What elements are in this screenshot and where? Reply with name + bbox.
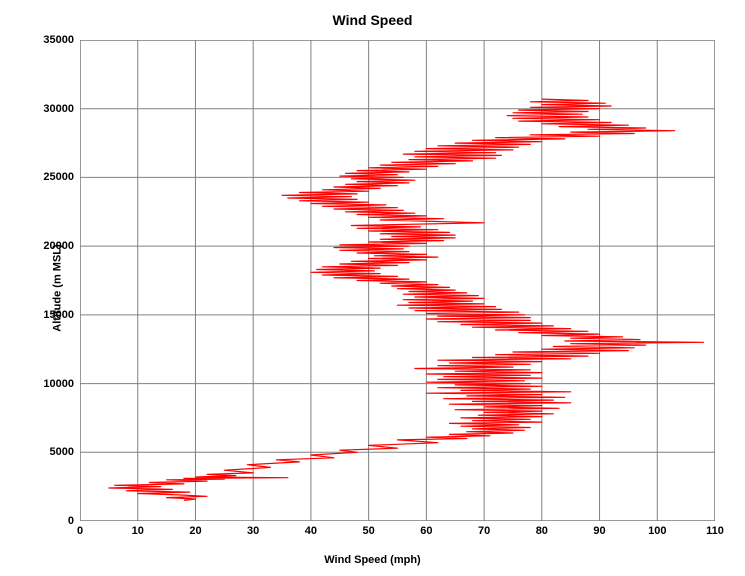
x-tick-label: 0 (77, 525, 83, 537)
x-tick-label: 10 (132, 525, 144, 537)
y-tick-label: 25000 (43, 171, 74, 183)
y-tick-label: 20000 (43, 240, 74, 252)
y-tick-label: 0 (68, 515, 74, 527)
x-axis-label: Wind Speed (mph) (0, 554, 745, 566)
y-tick-label: 10000 (43, 378, 74, 390)
x-tick-label: 110 (706, 525, 724, 537)
x-tick-label: 70 (478, 525, 490, 537)
x-tick-label: 40 (305, 525, 317, 537)
x-tick-label: 30 (247, 525, 259, 537)
x-tick-label: 90 (593, 525, 605, 537)
x-tick-label: 80 (536, 525, 548, 537)
y-tick-label: 35000 (43, 34, 74, 46)
x-tick-label: 20 (189, 525, 201, 537)
y-tick-label: 15000 (43, 309, 74, 321)
x-tick-label: 50 (363, 525, 375, 537)
chart-container: Wind Speed Altitude (m MSL) Wind Speed (… (0, 0, 745, 576)
x-tick-label: 60 (420, 525, 432, 537)
plot-area (80, 40, 715, 521)
plot-svg (80, 40, 715, 521)
chart-title: Wind Speed (0, 12, 745, 28)
y-tick-label: 30000 (43, 103, 74, 115)
y-tick-label: 5000 (50, 446, 74, 458)
x-tick-label: 100 (648, 525, 666, 537)
